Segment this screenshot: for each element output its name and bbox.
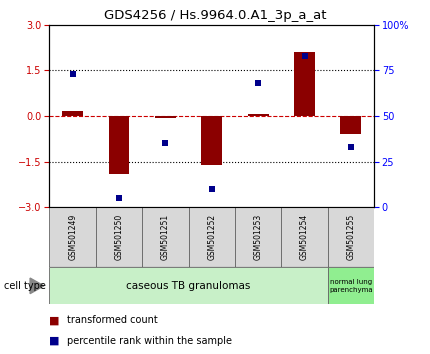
Bar bbox=[189, 207, 235, 267]
Text: GSM501250: GSM501250 bbox=[114, 214, 123, 260]
Text: GSM501254: GSM501254 bbox=[300, 214, 309, 260]
Bar bbox=[142, 207, 189, 267]
Bar bbox=[235, 207, 281, 267]
Point bbox=[69, 71, 76, 77]
Bar bbox=[155, 116, 176, 118]
Text: ■: ■ bbox=[49, 336, 60, 346]
Text: transformed count: transformed count bbox=[67, 315, 157, 325]
Bar bbox=[109, 116, 129, 174]
Text: normal lung
parenchyma: normal lung parenchyma bbox=[329, 279, 373, 293]
Text: ■: ■ bbox=[49, 315, 60, 325]
Bar bbox=[328, 267, 374, 304]
Bar bbox=[49, 267, 328, 304]
Bar bbox=[294, 52, 315, 116]
Bar bbox=[96, 207, 142, 267]
Text: percentile rank within the sample: percentile rank within the sample bbox=[67, 336, 232, 346]
Text: GSM501255: GSM501255 bbox=[347, 214, 356, 260]
Point bbox=[162, 141, 169, 146]
Point bbox=[347, 144, 354, 150]
Bar bbox=[49, 207, 96, 267]
Text: GSM501253: GSM501253 bbox=[254, 214, 263, 260]
Bar bbox=[328, 207, 374, 267]
Text: GSM501252: GSM501252 bbox=[207, 214, 216, 260]
Bar bbox=[201, 116, 222, 165]
Point bbox=[255, 80, 261, 86]
Text: GDS4256 / Hs.9964.0.A1_3p_a_at: GDS4256 / Hs.9964.0.A1_3p_a_at bbox=[104, 9, 326, 22]
Bar bbox=[248, 114, 269, 116]
Text: cell type: cell type bbox=[4, 281, 46, 291]
Text: GSM501249: GSM501249 bbox=[68, 214, 77, 260]
Text: caseous TB granulomas: caseous TB granulomas bbox=[126, 281, 251, 291]
Text: GSM501251: GSM501251 bbox=[161, 214, 170, 260]
Bar bbox=[62, 112, 83, 116]
Point bbox=[209, 186, 215, 192]
Bar bbox=[341, 116, 361, 134]
Point bbox=[116, 195, 123, 201]
Bar bbox=[281, 207, 328, 267]
Point bbox=[301, 53, 308, 59]
